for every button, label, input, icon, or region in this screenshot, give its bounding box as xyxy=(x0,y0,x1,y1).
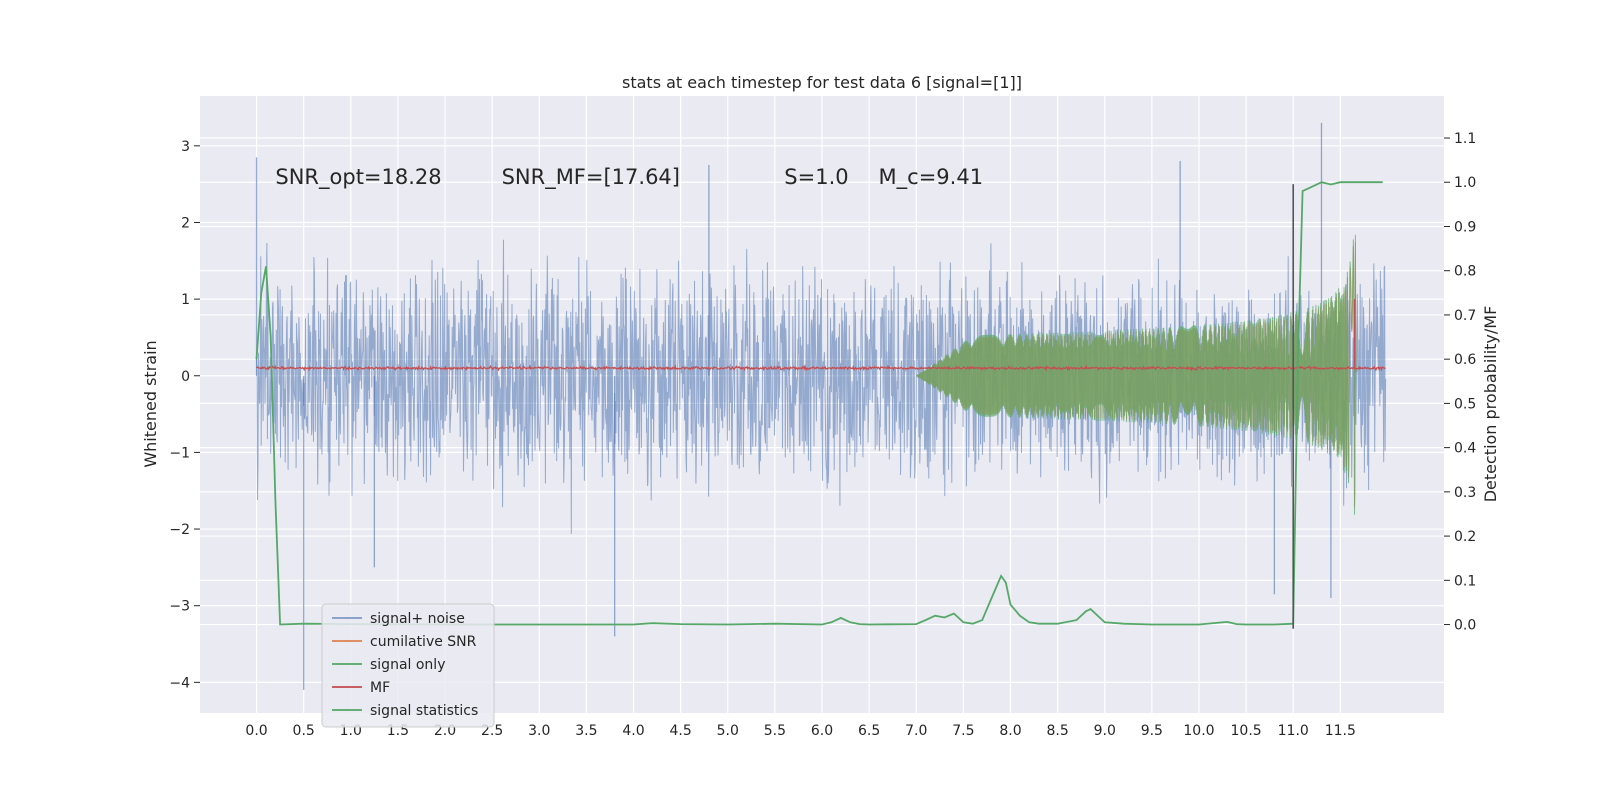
x-tick-label: 7.5 xyxy=(952,723,974,739)
x-tick-label: 0.5 xyxy=(293,723,315,739)
x-tick-label: 6.0 xyxy=(811,723,833,739)
right-y-tick-label: 0.5 xyxy=(1454,396,1476,412)
x-tick-label: 6.5 xyxy=(858,723,880,739)
x-tick-label: 9.5 xyxy=(1141,723,1163,739)
annotation-text: SNR_MF=[17.64] xyxy=(502,165,680,190)
y-tick-label: −2 xyxy=(169,522,190,538)
legend-label: signal statistics xyxy=(370,703,478,719)
signal-only-series xyxy=(916,234,1358,515)
mf-series xyxy=(256,299,1386,372)
legend-label: MF xyxy=(370,680,390,696)
x-tick-label: 9.0 xyxy=(1094,723,1116,739)
y-axis-label: Whitened strain xyxy=(141,340,160,467)
y-tick-label: 0 xyxy=(181,369,190,385)
signal-only-line xyxy=(916,234,1358,515)
y-tick-label: 2 xyxy=(181,215,190,231)
right-y-tick-label: 0.9 xyxy=(1454,219,1476,235)
right-y-tick-label: 0.8 xyxy=(1454,264,1476,280)
legend-label: signal only xyxy=(370,657,445,673)
x-tick-label: 0.0 xyxy=(245,723,267,739)
chart-title: stats at each timestep for test data 6 [… xyxy=(622,73,1022,92)
signal-noise-line xyxy=(256,239,1387,534)
x-tick-label: 8.0 xyxy=(999,723,1021,739)
x-tick-label: 5.5 xyxy=(764,723,786,739)
x-tick-label: 4.5 xyxy=(670,723,692,739)
right-y-tick-label: 0.6 xyxy=(1454,352,1476,368)
x-tick-label: 10.0 xyxy=(1183,723,1214,739)
right-y-tick-label: 0.0 xyxy=(1454,618,1476,634)
x-tick-label: 11.5 xyxy=(1325,723,1356,739)
y-axis-ticks: −4 −3 −2 −1 0 1 2 3 xyxy=(169,139,200,691)
legend-label: signal+ noise xyxy=(370,611,465,627)
x-tick-label: 3.5 xyxy=(575,723,597,739)
y-tick-label: −4 xyxy=(169,675,190,691)
y-tick-label: −1 xyxy=(169,445,190,461)
x-tick-label: 3.0 xyxy=(528,723,550,739)
x-tick-label: 5.0 xyxy=(717,723,739,739)
legend: signal+ noise cumilative SNR signal only MF… xyxy=(321,603,495,728)
signal-statistics-series xyxy=(255,181,1383,629)
right-y-tick-label: 0.4 xyxy=(1454,441,1476,457)
x-tick-label: 11.0 xyxy=(1278,723,1309,739)
y-tick-label: 1 xyxy=(181,292,190,308)
right-y-tick-label: 0.2 xyxy=(1454,529,1476,545)
right-y-axis-ticks: 0.0 0.1 0.2 0.3 0.4 0.5 0.6 0.7 0.8 0.9 1.0 1.1 xyxy=(1444,131,1476,634)
right-y-tick-label: 0.7 xyxy=(1454,308,1476,324)
grid-lines xyxy=(200,96,1444,713)
right-y-tick-label: 0.1 xyxy=(1454,573,1476,589)
x-tick-label: 7.0 xyxy=(905,723,927,739)
signal-statistics-line xyxy=(255,181,1383,626)
y-tick-label: −3 xyxy=(169,599,190,615)
x-tick-label: 10.5 xyxy=(1231,723,1262,739)
right-y-tick-label: 0.3 xyxy=(1454,485,1476,501)
right-y-tick-label: 1.0 xyxy=(1454,175,1476,191)
annotation-text: M_c=9.41 xyxy=(879,165,984,190)
annotation-text: S=1.0 xyxy=(784,165,848,189)
x-tick-label: 8.5 xyxy=(1046,723,1068,739)
mf-line xyxy=(256,364,1386,372)
y-tick-label: 3 xyxy=(181,139,190,155)
legend-label: cumilative SNR xyxy=(370,634,477,650)
x-tick-label: 4.0 xyxy=(622,723,644,739)
annotations: SNR_opt=18.28 SNR_MF=[17.64] S=1.0 M_c=9.41 xyxy=(275,165,983,190)
legend-box xyxy=(321,603,495,728)
right-y-axis-label: Detection probability/MF xyxy=(1481,306,1500,503)
annotation-text: SNR_opt=18.28 xyxy=(275,165,441,190)
right-y-tick-label: 1.1 xyxy=(1454,131,1476,147)
